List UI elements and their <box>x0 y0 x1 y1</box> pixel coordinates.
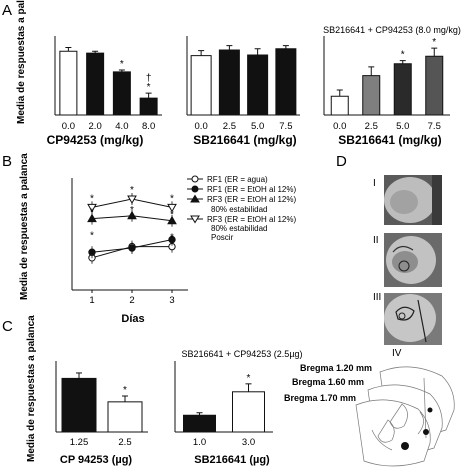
tick-label-C1-0: 1.25 <box>70 437 89 448</box>
panel-a-ylabel: Media de respuestas a palanca <box>16 0 27 124</box>
brain-atlas-schematic <box>355 366 455 467</box>
bar-A2-0 <box>190 55 212 116</box>
tick-label-A3-2: 5.0 <box>396 121 409 132</box>
annotation-B-6: * <box>170 210 174 221</box>
bar-A3-2 <box>393 63 412 116</box>
tick-label-A3-1: 2.5 <box>365 121 378 132</box>
tick-label-A1-2: 4.0 <box>115 121 128 132</box>
marker-3-0 <box>87 203 97 213</box>
annotation-B-3: * <box>130 185 134 196</box>
bar-C1-0 <box>61 377 97 433</box>
panel-c1-xlabel: CP 94253 (µg) <box>60 454 133 466</box>
tick-label-C2-0: 1.0 <box>193 437 206 448</box>
marker-2-0 <box>87 213 97 223</box>
bar-A3-3 <box>425 55 444 116</box>
tick-label-A2-1: 2.5 <box>223 121 236 132</box>
marker-2-2 <box>167 215 177 225</box>
tick-label-A2-2: 5.0 <box>251 121 264 132</box>
tick-label-C2-1: 3.0 <box>242 437 255 448</box>
marker-2-1 <box>127 210 137 220</box>
legend-label-5: RF3 (ER = EtOH al 12%) <box>207 215 296 224</box>
tick-label-C1-1: 2.5 <box>118 437 131 448</box>
marker-3-1 <box>127 195 137 205</box>
annotation-A3-3-0: * <box>432 37 436 48</box>
panel-c-header: SB216641 + CP94253 (2.5µg) <box>181 349 302 359</box>
tick-label-B-0: 1 <box>89 295 94 306</box>
roman-label-4: IV <box>392 348 402 359</box>
bregma-label-2: Bregma 1.60 mm <box>292 377 364 387</box>
legend-label-1: RF1 (ER = agua) <box>207 175 268 184</box>
bar-A1-2 <box>112 71 131 116</box>
bar-C1-1 <box>107 401 143 433</box>
bar-A2-1 <box>218 49 240 116</box>
annotation-B-5: * <box>170 193 174 204</box>
bar-C2-0 <box>183 414 216 433</box>
bar-A1-1 <box>86 52 105 116</box>
legend-label-6: 80% estabilidad <box>211 224 267 233</box>
tick-label-A2-0: 0.0 <box>195 121 208 132</box>
tick-label-A1-0: 0.0 <box>62 121 75 132</box>
bar-A1-3 <box>139 97 158 116</box>
panel-letter-d: D <box>336 153 347 170</box>
panel-c-ylabel: Media de respuestas a palanca <box>26 315 37 462</box>
roman-label-3: III <box>373 292 381 303</box>
annotation-A1-3-1: † <box>146 73 152 84</box>
annotation-B-4: * <box>130 205 134 216</box>
annotation-B-2: * <box>90 231 94 242</box>
annotation-C2-1-0: * <box>247 373 251 384</box>
marker-3-2 <box>167 203 177 213</box>
panel-letter-c: C <box>2 318 13 335</box>
tick-label-A2-3: 7.5 <box>279 121 292 132</box>
bar-A3-0 <box>330 95 349 116</box>
roman-label-2: II <box>373 235 379 246</box>
marker-1-0 <box>88 248 96 256</box>
tick-label-A1-1: 2.0 <box>89 121 102 132</box>
panel-b-xlabel: Días <box>121 313 144 325</box>
roman-label-1: I <box>373 178 376 189</box>
bar-A1-0 <box>59 50 78 116</box>
tick-label-B-2: 3 <box>169 295 174 306</box>
panel-b-legend: RF1 (ER = agua) RF1 (ER = EtOH al 12%) R… <box>187 175 296 242</box>
marker-1-1 <box>128 244 136 252</box>
brain-slice-image-1 <box>384 175 442 225</box>
panel-letter-b: B <box>2 153 12 170</box>
tick-label-A3-0: 0.0 <box>333 121 346 132</box>
legend-label-7: Poscir <box>211 233 234 242</box>
tick-label-A3-3: 7.5 <box>428 121 441 132</box>
panel-a1-xlabel: CP94253 (mg/kg) <box>47 133 144 147</box>
annotation-B-1: * <box>90 208 94 219</box>
panel-a3-xlabel: SB216641 (mg/kg) <box>338 133 441 147</box>
annotation-A1-3-0: * <box>147 82 151 93</box>
panel-b-ylabel: Media de respuestas a palanca <box>19 153 30 300</box>
bregma-label-3: Bregma 1.70 mm <box>284 393 356 403</box>
bar-A3-1 <box>362 75 381 116</box>
panel-c2-xlabel: SB216641 (µg) <box>194 454 270 466</box>
annotation-B-0: * <box>90 193 94 204</box>
annotation-B-7: * <box>170 233 174 244</box>
bar-C2-1 <box>232 391 265 433</box>
tick-label-B-1: 2 <box>129 295 134 306</box>
marker-1-2 <box>168 235 176 244</box>
legend-label-3: RF3 (ER = EtOH al 12%) <box>207 195 296 204</box>
brain-slice-image-3 <box>384 293 442 345</box>
brain-slice-image-2 <box>384 233 442 287</box>
panel-letter-a: A <box>2 2 12 19</box>
legend-label-2: RF1 (ER = EtOH al 12%) <box>207 185 296 194</box>
annotation-C1-1-0: * <box>123 385 127 396</box>
bar-A2-3 <box>275 48 297 116</box>
tick-label-A1-3: 8.0 <box>142 121 155 132</box>
annotation-A3-2-0: * <box>401 50 405 61</box>
panel-a3-header: SB216641 + CP94253 (8.0 mg/kg) <box>323 25 461 35</box>
bregma-label-1: Bregma 1.20 mm <box>300 363 372 373</box>
bar-A2-2 <box>247 54 269 116</box>
panel-a2-xlabel: SB216641 (mg/kg) <box>193 133 296 147</box>
annotation-A1-2-0: * <box>120 59 124 70</box>
legend-label-4: 80% estabilidad <box>211 205 267 214</box>
